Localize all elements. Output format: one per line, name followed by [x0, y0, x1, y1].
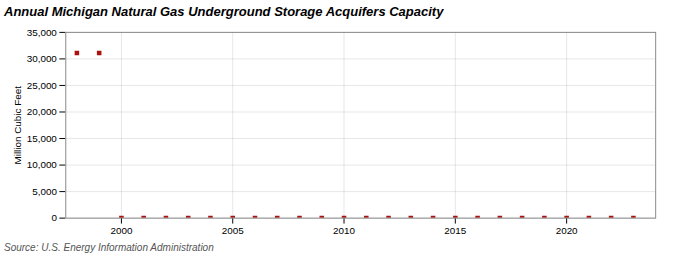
- svg-text:2005: 2005: [222, 225, 244, 236]
- svg-text:2000: 2000: [110, 225, 132, 236]
- html-text:Source: U.S. Energy Informatio: Source: U.S. Energy Information Administ…: [4, 242, 214, 254]
- svg-text:2010: 2010: [333, 225, 355, 236]
- svg-text:10,000: 10,000: [27, 159, 58, 170]
- svg-text:20,000: 20,000: [27, 106, 58, 117]
- svg-text:Million Cubic Feet: Million Cubic Feet: [12, 86, 23, 165]
- svg-text:2020: 2020: [556, 225, 578, 236]
- svg-text:15,000: 15,000: [27, 133, 58, 144]
- svg-text:30,000: 30,000: [27, 53, 58, 64]
- svg-text:25,000: 25,000: [27, 80, 58, 91]
- svg-text:5,000: 5,000: [32, 186, 57, 197]
- html-text:Annual Michigan Natural Gas Un: Annual Michigan Natural Gas Underground …: [4, 4, 444, 19]
- svg-text:0: 0: [51, 212, 57, 223]
- svg-text:2015: 2015: [444, 225, 466, 236]
- svg-text:35,000: 35,000: [27, 27, 58, 38]
